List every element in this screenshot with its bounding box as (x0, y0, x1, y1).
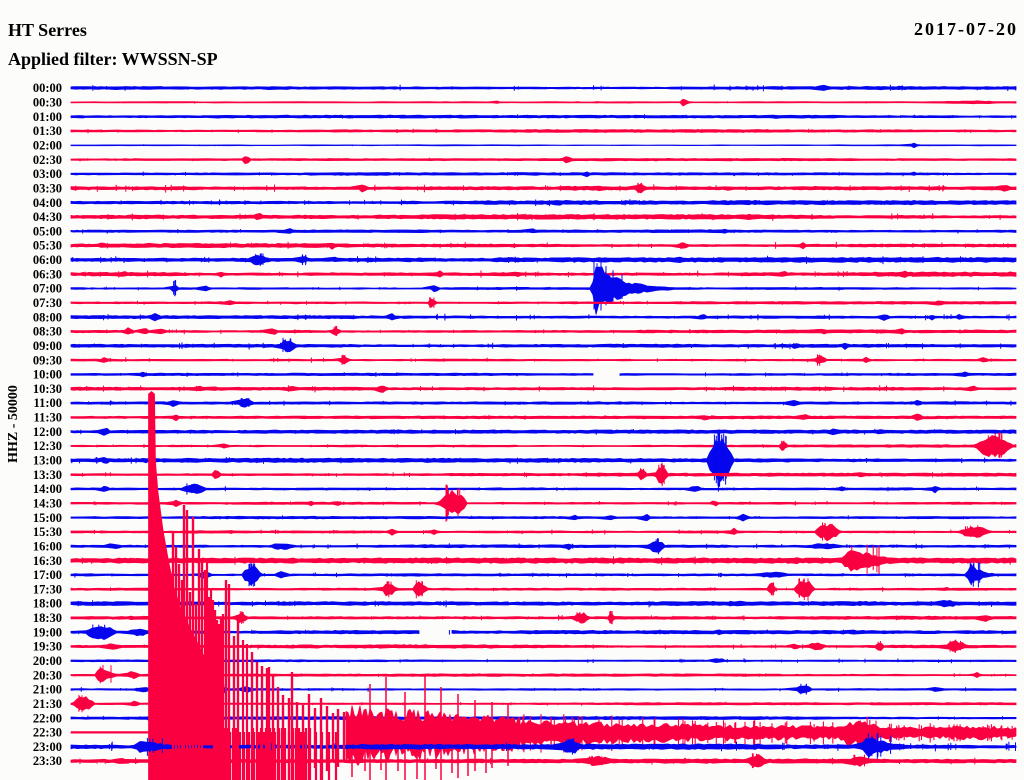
svg-text:07:00: 07:00 (33, 282, 62, 296)
svg-text:13:00: 13:00 (33, 454, 62, 468)
svg-text:2017-07-20: 2017-07-20 (914, 19, 1018, 39)
svg-text:HHZ - 50000: HHZ - 50000 (6, 385, 21, 463)
svg-text:Applied filter: WWSSN-SP: Applied filter: WWSSN-SP (8, 49, 218, 69)
svg-text:12:00: 12:00 (33, 425, 62, 439)
svg-text:23:00: 23:00 (33, 740, 62, 754)
svg-text:20:30: 20:30 (33, 668, 62, 682)
svg-text:12:30: 12:30 (33, 439, 62, 453)
svg-text:08:00: 08:00 (33, 310, 62, 324)
svg-text:03:00: 03:00 (33, 167, 62, 181)
svg-text:00:30: 00:30 (33, 96, 62, 110)
svg-text:02:30: 02:30 (33, 153, 62, 167)
svg-text:14:00: 14:00 (33, 482, 62, 496)
svg-text:15:00: 15:00 (33, 511, 62, 525)
svg-text:21:00: 21:00 (33, 683, 62, 697)
svg-text:22:30: 22:30 (33, 726, 62, 740)
svg-text:00:00: 00:00 (33, 81, 62, 95)
svg-text:08:30: 08:30 (33, 325, 62, 339)
svg-text:02:00: 02:00 (33, 139, 62, 153)
svg-text:06:00: 06:00 (33, 253, 62, 267)
svg-text:04:00: 04:00 (33, 196, 62, 210)
svg-text:11:30: 11:30 (34, 411, 62, 425)
svg-text:16:00: 16:00 (33, 539, 62, 553)
svg-text:04:30: 04:30 (33, 210, 62, 224)
svg-text:07:30: 07:30 (33, 296, 62, 310)
svg-text:15:30: 15:30 (33, 525, 62, 539)
svg-text:21:30: 21:30 (33, 697, 62, 711)
svg-text:11:00: 11:00 (34, 396, 62, 410)
svg-text:17:30: 17:30 (33, 582, 62, 596)
svg-text:14:30: 14:30 (33, 497, 62, 511)
svg-text:05:00: 05:00 (33, 224, 62, 238)
svg-text:01:30: 01:30 (33, 124, 62, 138)
svg-text:23:30: 23:30 (33, 754, 62, 768)
svg-text:16:30: 16:30 (33, 554, 62, 568)
svg-text:03:30: 03:30 (33, 181, 62, 195)
svg-text:10:00: 10:00 (33, 368, 62, 382)
svg-text:18:00: 18:00 (33, 597, 62, 611)
svg-text:10:30: 10:30 (33, 382, 62, 396)
svg-text:19:00: 19:00 (33, 625, 62, 639)
svg-text:19:30: 19:30 (33, 640, 62, 654)
svg-text:09:30: 09:30 (33, 353, 62, 367)
svg-text:13:30: 13:30 (33, 468, 62, 482)
svg-text:06:30: 06:30 (33, 267, 62, 281)
svg-text:01:00: 01:00 (33, 110, 62, 124)
svg-text:22:00: 22:00 (33, 711, 62, 725)
svg-text:05:30: 05:30 (33, 239, 62, 253)
svg-text:HT Serres: HT Serres (8, 20, 87, 40)
svg-text:09:00: 09:00 (33, 339, 62, 353)
svg-text:20:00: 20:00 (33, 654, 62, 668)
svg-text:17:00: 17:00 (33, 568, 62, 582)
svg-text:18:30: 18:30 (33, 611, 62, 625)
